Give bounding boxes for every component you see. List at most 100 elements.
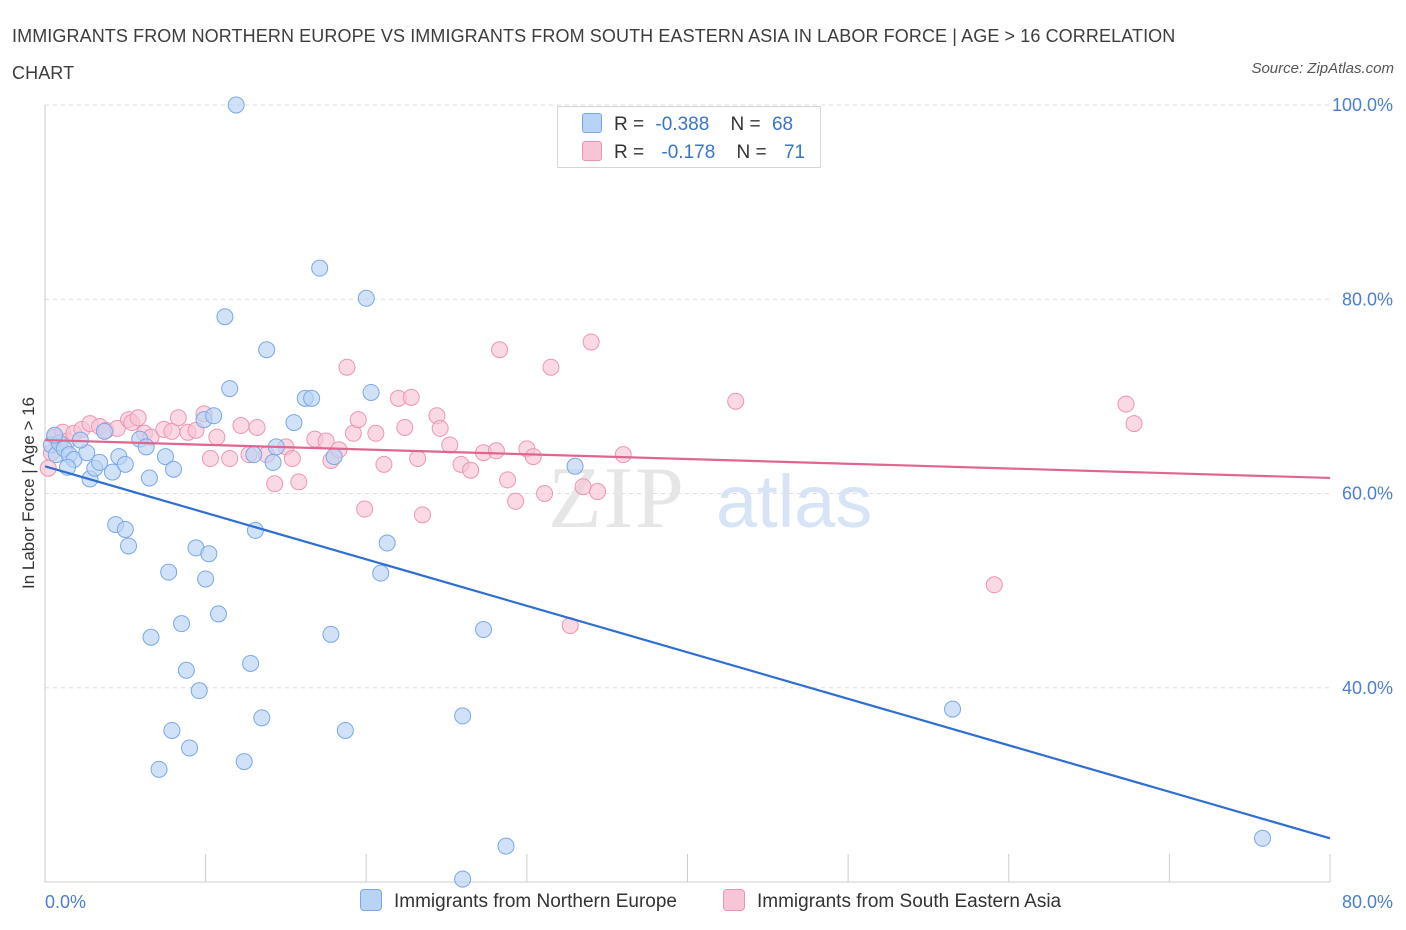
point-northern-europe bbox=[137, 438, 155, 456]
bottom-legend-swatch-pink bbox=[723, 889, 745, 911]
legend-swatch-blue bbox=[582, 113, 602, 133]
point-south-eastern-asia bbox=[462, 461, 480, 479]
point-northern-europe bbox=[181, 739, 199, 757]
point-northern-europe bbox=[566, 457, 584, 475]
legend-n-label: N = bbox=[730, 114, 761, 135]
point-south-eastern-asia bbox=[574, 478, 592, 496]
point-northern-europe bbox=[258, 341, 276, 359]
point-south-eastern-asia bbox=[524, 448, 542, 466]
point-northern-europe bbox=[197, 570, 215, 588]
point-northern-europe bbox=[475, 620, 493, 638]
point-south-eastern-asia bbox=[232, 417, 250, 435]
point-south-eastern-asia bbox=[542, 358, 560, 376]
point-northern-europe bbox=[116, 455, 134, 473]
point-south-eastern-asia bbox=[221, 450, 239, 468]
bottom-legend-label: Immigrants from Northern Europe bbox=[394, 891, 677, 912]
point-south-eastern-asia bbox=[507, 492, 525, 510]
point-south-eastern-asia bbox=[367, 424, 385, 442]
y-tick-label: 60.0% bbox=[1342, 484, 1393, 504]
point-south-eastern-asia bbox=[1117, 395, 1135, 413]
x-tick-label-max: 80.0% bbox=[1342, 892, 1393, 912]
point-northern-europe bbox=[336, 721, 354, 739]
point-northern-europe bbox=[177, 661, 195, 679]
watermark-atlas: atlas bbox=[716, 460, 872, 543]
point-south-eastern-asia bbox=[491, 341, 509, 359]
point-northern-europe bbox=[160, 563, 178, 581]
point-northern-europe bbox=[322, 625, 340, 643]
point-northern-europe bbox=[190, 682, 208, 700]
point-northern-europe bbox=[303, 389, 321, 407]
point-south-eastern-asia bbox=[129, 409, 147, 427]
y-tick-labels: 40.0% 60.0% 80.0% 100.0% bbox=[1332, 95, 1393, 698]
point-south-eastern-asia bbox=[582, 333, 600, 351]
x-ticks bbox=[205, 854, 1331, 882]
point-south-eastern-asia bbox=[169, 409, 187, 427]
point-northern-europe bbox=[205, 407, 223, 425]
legend-r-value: -0.178 bbox=[661, 142, 716, 163]
point-south-eastern-asia bbox=[208, 428, 226, 446]
point-south-eastern-asia bbox=[375, 455, 393, 473]
point-northern-europe bbox=[378, 534, 396, 552]
point-south-eastern-asia bbox=[985, 576, 1003, 594]
point-south-eastern-asia bbox=[283, 450, 301, 468]
point-northern-europe bbox=[116, 520, 134, 538]
point-northern-europe bbox=[142, 628, 160, 646]
point-south-eastern-asia bbox=[290, 473, 308, 491]
point-northern-europe bbox=[95, 422, 113, 440]
point-northern-europe bbox=[454, 707, 472, 725]
point-south-eastern-asia bbox=[338, 358, 356, 376]
point-northern-europe bbox=[227, 96, 245, 114]
point-northern-europe bbox=[944, 700, 962, 718]
point-south-eastern-asia bbox=[614, 446, 632, 464]
point-south-eastern-asia bbox=[413, 506, 431, 524]
point-south-eastern-asia bbox=[431, 419, 449, 437]
point-northern-europe bbox=[1254, 829, 1272, 847]
point-south-eastern-asia bbox=[266, 475, 284, 493]
point-northern-europe bbox=[91, 453, 109, 471]
bottom-legend-south-eastern-asia[interactable]: Immigrants from South Eastern Asia bbox=[723, 889, 1061, 913]
legend-n-value: 68 bbox=[771, 114, 794, 135]
point-northern-europe bbox=[103, 463, 121, 481]
point-northern-europe bbox=[140, 469, 158, 487]
bottom-legend-label: Immigrants from South Eastern Asia bbox=[757, 891, 1062, 912]
point-northern-europe bbox=[200, 545, 218, 563]
legend-n-value: 71 bbox=[783, 142, 806, 163]
point-south-eastern-asia bbox=[536, 485, 554, 502]
point-northern-europe bbox=[454, 870, 472, 888]
trend-line-northern-europe bbox=[44, 465, 1331, 840]
point-northern-europe bbox=[285, 414, 303, 432]
series-northern-europe-points bbox=[42, 96, 1272, 888]
point-south-eastern-asia bbox=[396, 418, 414, 436]
point-northern-europe bbox=[357, 289, 375, 307]
point-northern-europe bbox=[245, 446, 263, 464]
legend-r-value: -0.388 bbox=[655, 114, 710, 135]
point-northern-europe bbox=[242, 654, 260, 672]
point-south-eastern-asia bbox=[487, 442, 505, 460]
point-south-eastern-asia bbox=[349, 411, 367, 429]
point-south-eastern-asia bbox=[356, 500, 374, 518]
legend-row-south-eastern-asia: R = -0.178 N = 71 bbox=[582, 141, 805, 169]
point-south-eastern-asia bbox=[201, 450, 219, 468]
chart-title: IMMIGRANTS FROM NORTHERN EUROPE VS IMMIG… bbox=[12, 26, 1176, 83]
correlation-legend: R = -0.388 N = 68 R = -0.178 N = 71 bbox=[557, 106, 821, 168]
trend-line-south-eastern-asia bbox=[44, 438, 1331, 480]
point-south-eastern-asia bbox=[248, 418, 266, 436]
y-tick-label: 80.0% bbox=[1342, 289, 1393, 309]
source-label: Source: ZipAtlas.com bbox=[1251, 60, 1394, 77]
point-northern-europe bbox=[325, 448, 343, 466]
legend-r-label: R = bbox=[614, 142, 645, 163]
point-northern-europe bbox=[221, 380, 239, 398]
point-south-eastern-asia bbox=[409, 450, 427, 468]
bottom-legend-northern-europe[interactable]: Immigrants from Northern Europe bbox=[360, 889, 677, 913]
bottom-legend-swatch-blue bbox=[360, 889, 382, 911]
point-northern-europe bbox=[173, 615, 191, 633]
y-tick-label: 100.0% bbox=[1332, 95, 1393, 115]
legend-r-label: R = bbox=[614, 114, 645, 135]
point-northern-europe bbox=[235, 753, 253, 771]
point-northern-europe bbox=[253, 709, 271, 727]
point-northern-europe bbox=[216, 308, 234, 326]
point-northern-europe bbox=[163, 721, 181, 739]
point-northern-europe bbox=[497, 837, 515, 855]
point-northern-europe bbox=[372, 564, 390, 582]
